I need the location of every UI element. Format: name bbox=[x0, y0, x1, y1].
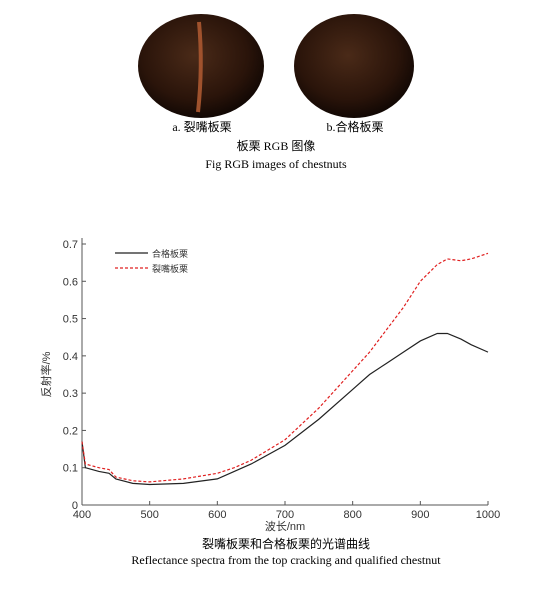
x-tick-label: 800 bbox=[343, 509, 361, 521]
x-tick-label: 600 bbox=[208, 509, 226, 521]
caption-en: Reflectance spectra from the top crackin… bbox=[131, 553, 441, 567]
y-tick-label: 0.2 bbox=[63, 425, 78, 437]
chart: 0 0.1 0.2 0.3 0.4 0.5 0.6 0.7 400 500 600 700 800 900… bbox=[39, 238, 500, 533]
x-tick-label: 700 bbox=[276, 509, 294, 521]
x-tick-label: 900 bbox=[411, 509, 429, 521]
y-tick-label: 0.4 bbox=[63, 351, 78, 363]
image-label: a. 裂嘴板栗 bbox=[172, 120, 231, 134]
legend-label: 裂嘴板栗 bbox=[152, 263, 188, 274]
y-tick-label: 0.6 bbox=[63, 276, 78, 288]
x-tick-label: 400 bbox=[73, 509, 91, 521]
series-line bbox=[81, 252, 489, 483]
y-tick-label: 0.7 bbox=[63, 239, 78, 251]
chestnut-image-b bbox=[294, 14, 414, 118]
y-tick-label: 0.1 bbox=[63, 463, 78, 475]
caption-cn: 板栗 RGB 图像 bbox=[237, 139, 316, 153]
x-axis-label: 波长/nm bbox=[265, 520, 305, 533]
series-line bbox=[81, 332, 489, 486]
y-tick-label: 0 bbox=[72, 500, 78, 512]
crack bbox=[196, 21, 203, 113]
legend-label: 合格板栗 bbox=[152, 248, 188, 259]
y-axis-label: 反射率/% bbox=[39, 351, 53, 397]
caption-cn: 裂嘴板栗和合格板栗的光谱曲线 bbox=[202, 536, 370, 551]
y-tick-label: 0.3 bbox=[63, 388, 78, 400]
image-label: b.合格板栗 bbox=[326, 119, 383, 134]
y-tick-label: 0.5 bbox=[63, 314, 78, 326]
caption-en: Fig RGB images of chestnuts bbox=[205, 157, 347, 171]
x-tick-label: 500 bbox=[140, 509, 158, 521]
x-tick-label: 1000 bbox=[476, 509, 500, 521]
